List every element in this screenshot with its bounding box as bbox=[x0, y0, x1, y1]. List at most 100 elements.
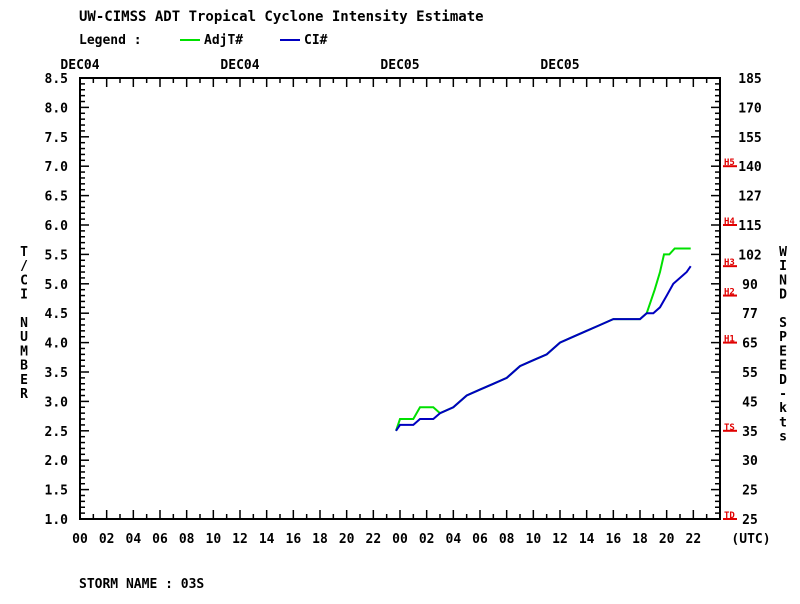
y-tick-label: 5.5 bbox=[45, 248, 68, 263]
y-tick-label: 6.0 bbox=[45, 219, 69, 234]
axis-label-char: k bbox=[779, 401, 787, 416]
axis-label-char: B bbox=[20, 359, 28, 374]
x-tick-label: 16 bbox=[286, 532, 302, 547]
date-label: DEC05 bbox=[380, 58, 419, 73]
x-tick-label: 22 bbox=[366, 532, 382, 547]
x-tick-label: 02 bbox=[419, 532, 435, 547]
x-tick-label: 22 bbox=[686, 532, 702, 547]
x-axis-unit-label: (UTC) bbox=[731, 532, 770, 547]
axis-label-char: s bbox=[779, 430, 787, 445]
x-tick-label: 12 bbox=[232, 532, 248, 547]
y-tick-label: 2.0 bbox=[45, 454, 69, 469]
x-tick-label: 04 bbox=[446, 532, 462, 547]
wind-tick-label: 25 bbox=[742, 484, 758, 499]
x-tick-label: 20 bbox=[659, 532, 675, 547]
wind-tick-label: 35 bbox=[742, 425, 758, 440]
axis-label-char: E bbox=[20, 373, 28, 388]
axis-label-char: C bbox=[20, 273, 28, 288]
y-tick-label: 6.5 bbox=[45, 190, 68, 205]
x-tick-label: 18 bbox=[312, 532, 328, 547]
axis-label-char: - bbox=[779, 387, 787, 402]
axis-label-char: P bbox=[779, 330, 787, 345]
y-tick-label: 8.5 bbox=[45, 72, 68, 87]
axis-label-char: M bbox=[20, 344, 28, 359]
x-tick-label: 06 bbox=[472, 532, 488, 547]
y-tick-label: 7.5 bbox=[45, 131, 68, 146]
axis-label-char: D bbox=[779, 288, 787, 303]
x-tick-label: 08 bbox=[499, 532, 515, 547]
y-tick-label: 8.0 bbox=[45, 101, 69, 116]
legend: AdjT# CI# bbox=[180, 33, 328, 48]
wind-tick-label: 115 bbox=[738, 219, 761, 234]
axis-label-char: I bbox=[20, 288, 28, 303]
x-tick-label: 04 bbox=[126, 532, 142, 547]
y-tick-label: 2.5 bbox=[45, 425, 68, 440]
wind-tick-label: 77 bbox=[742, 307, 758, 322]
x-tick-label: 20 bbox=[339, 532, 355, 547]
x-tick-label: 18 bbox=[632, 532, 648, 547]
x-tick-label: 06 bbox=[152, 532, 168, 547]
y-tick-label: 1.5 bbox=[45, 484, 68, 499]
x-tick-label: 14 bbox=[579, 532, 595, 547]
x-tick-label: 00 bbox=[72, 532, 88, 547]
x-tick-label: 14 bbox=[259, 532, 275, 547]
wind-tick-label: 155 bbox=[738, 131, 761, 146]
wind-tick-label: 65 bbox=[742, 337, 758, 352]
category-label: TS bbox=[724, 423, 735, 433]
storm-name: STORM NAME : 03S bbox=[79, 577, 204, 592]
x-tick-label: 16 bbox=[606, 532, 622, 547]
y-tick-label: 4.5 bbox=[45, 307, 68, 322]
axis-label-char: N bbox=[779, 273, 787, 288]
x-tick-label: 08 bbox=[179, 532, 195, 547]
chart-title: UW-CIMSS ADT Tropical Cyclone Intensity … bbox=[79, 9, 484, 25]
y-tick-label: 3.0 bbox=[45, 395, 69, 410]
legend-entry-label: AdjT# bbox=[204, 33, 243, 48]
y-tick-label: 7.0 bbox=[45, 160, 69, 175]
axis-label-char: t bbox=[779, 415, 787, 430]
date-label: DEC04 bbox=[60, 58, 99, 73]
date-label: DEC05 bbox=[540, 58, 579, 73]
axis-label-char: N bbox=[20, 316, 28, 331]
axis-label-char: E bbox=[779, 344, 787, 359]
x-tick-label: 10 bbox=[206, 532, 222, 547]
category-label: H3 bbox=[724, 258, 735, 268]
wind-tick-label: 55 bbox=[742, 366, 758, 381]
x-tick-label: 00 bbox=[392, 532, 408, 547]
wind-tick-label: 102 bbox=[738, 248, 761, 263]
wind-tick-label: 170 bbox=[738, 101, 762, 116]
x-tick-label: 02 bbox=[99, 532, 115, 547]
wind-tick-label: 90 bbox=[742, 278, 758, 293]
category-label: H2 bbox=[724, 288, 735, 298]
axis-label-char: I bbox=[779, 259, 787, 274]
axis-label-char: / bbox=[20, 259, 28, 274]
x-tick-label: 10 bbox=[526, 532, 542, 547]
wind-tick-label: 140 bbox=[738, 160, 762, 175]
axis-label-char: D bbox=[779, 373, 787, 388]
wind-tick-label: 25 bbox=[742, 513, 758, 528]
series-lines bbox=[395, 247, 692, 432]
y-tick-label: 5.0 bbox=[45, 278, 69, 293]
legend-entry-label: CI# bbox=[304, 33, 328, 48]
y-tick-label: 3.5 bbox=[45, 366, 68, 381]
date-label: DEC04 bbox=[220, 58, 259, 73]
axis-label-char: R bbox=[20, 387, 28, 402]
axis-label-char: U bbox=[20, 330, 28, 345]
axis-label-char: T bbox=[20, 245, 28, 260]
legend-label: Legend : bbox=[79, 33, 142, 48]
x-tick-label: 12 bbox=[552, 532, 568, 547]
wind-tick-label: 185 bbox=[738, 72, 761, 87]
wind-tick-label: 30 bbox=[742, 454, 758, 469]
plot-frame bbox=[79, 77, 721, 520]
axis-label-char: W bbox=[779, 245, 787, 260]
series-line-ci bbox=[395, 265, 692, 432]
series-line-adjt bbox=[395, 247, 691, 432]
axes: 00 02 04 06 08 10 12 14 16 18 20 22 00 02 04 06 08 10 12 14… bbox=[20, 58, 787, 547]
wind-tick-label: 45 bbox=[742, 395, 758, 410]
axis-label-char: E bbox=[779, 359, 787, 374]
wind-tick-label: 127 bbox=[738, 190, 761, 205]
axis-label-char: S bbox=[779, 316, 787, 331]
